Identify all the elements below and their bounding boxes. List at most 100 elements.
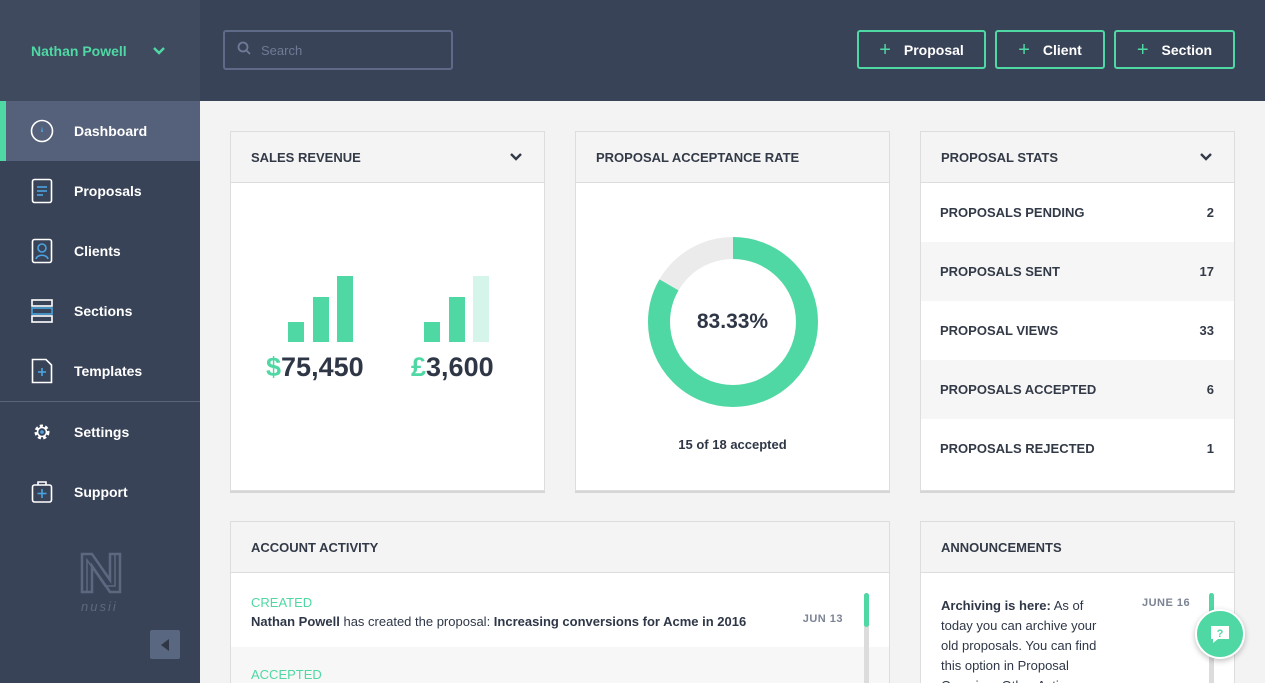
plus-icon: + — [1018, 38, 1030, 61]
chat-question-icon: ? — [1211, 626, 1229, 643]
card-header: PROPOSAL ACCEPTANCE RATE — [576, 132, 889, 183]
svg-text:?: ? — [1217, 628, 1224, 640]
stat-label: PROPOSALS PENDING — [940, 205, 1085, 220]
card-header: ACCOUNT ACTIVITY — [231, 522, 889, 573]
plus-icon: + — [1136, 38, 1149, 61]
card-header: PROPOSAL STATS — [921, 132, 1234, 183]
stat-label: PROPOSALS SENT — [940, 264, 1060, 279]
usd-revenue: $75,450 — [266, 352, 364, 383]
stat-label: PROPOSALS REJECTED — [940, 441, 1095, 456]
stat-value: 1 — [1206, 441, 1214, 456]
template-icon — [30, 358, 54, 384]
stat-row-accepted: PROPOSALS ACCEPTED 6 — [921, 360, 1234, 419]
activity-entry[interactable]: ACCEPTED — [231, 647, 889, 683]
stat-label: PROPOSAL VIEWS — [940, 323, 1059, 338]
collapse-sidebar-button[interactable] — [150, 630, 180, 659]
stat-row-sent: PROPOSALS SENT 17 — [921, 242, 1234, 301]
card-header: ANNOUNCEMENTS — [921, 522, 1234, 573]
dashboard-icon — [30, 118, 54, 144]
chevron-down-icon[interactable] — [508, 149, 524, 165]
stat-value: 6 — [1206, 382, 1214, 397]
add-section-button[interactable]: + Section — [1114, 30, 1235, 69]
card-header: SALES REVENUE — [231, 132, 544, 183]
announcement-text: Archiving is here: As of today you can a… — [941, 596, 1116, 683]
sidebar-item-label: Settings — [74, 424, 130, 440]
currency-symbol: £ — [411, 352, 427, 382]
activity-action: has created the proposal: — [339, 614, 494, 629]
gbp-bars-icon — [424, 276, 490, 347]
acceptance-count: 15 of 18 accepted — [678, 437, 787, 452]
card-title: ANNOUNCEMENTS — [941, 539, 1062, 555]
card-title: PROPOSAL STATS — [941, 149, 1059, 165]
search-box[interactable] — [223, 30, 453, 70]
stat-value: 33 — [1199, 323, 1214, 338]
sidebar-item-label: Sections — [74, 303, 133, 319]
sidebar-item-sections[interactable]: Sections — [0, 281, 200, 341]
announcements-card: ANNOUNCEMENTS Archiving is here: As of t… — [920, 521, 1235, 683]
acceptance-rate-value: 83.33% — [696, 310, 769, 333]
stat-row-pending: PROPOSALS PENDING 2 — [921, 183, 1234, 242]
chevron-down-icon — [151, 43, 167, 59]
search-icon — [237, 41, 251, 60]
add-client-label: Client — [1042, 41, 1082, 58]
card-title: SALES REVENUE — [251, 149, 361, 165]
add-client-button[interactable]: + Client — [995, 30, 1105, 69]
chevron-down-icon[interactable] — [1198, 149, 1214, 165]
stat-label: PROPOSALS ACCEPTED — [940, 382, 1097, 397]
announcement-body: As of today you can archive your old pro… — [941, 598, 1097, 683]
plus-icon: + — [879, 38, 891, 61]
add-proposal-button[interactable]: + Proposal — [857, 30, 986, 69]
sidebar-item-label: Proposals — [74, 183, 142, 199]
gear-icon — [30, 419, 54, 445]
logo-text: nusii — [81, 599, 118, 614]
sidebar-item-label: Clients — [74, 243, 121, 259]
stat-row-views: PROPOSAL VIEWS 33 — [921, 301, 1234, 360]
user-name: Nathan Powell — [31, 42, 127, 59]
client-icon — [30, 238, 54, 264]
sidebar-item-label: Templates — [74, 363, 143, 379]
caret-left-icon — [161, 638, 169, 651]
sidebar-item-dashboard[interactable]: Dashboard — [0, 101, 200, 161]
acceptance-donut-chart — [648, 237, 818, 407]
account-activity-card: ACCOUNT ACTIVITY CREATED Nathan Powell h… — [230, 521, 890, 683]
stat-row-rejected: PROPOSALS REJECTED 1 — [921, 419, 1234, 478]
sidebar-item-clients[interactable]: Clients — [0, 221, 200, 281]
activity-type: ACCEPTED — [251, 667, 322, 682]
nav-divider — [0, 401, 200, 402]
scrollbar-track[interactable] — [864, 593, 869, 683]
search-input[interactable] — [261, 42, 441, 58]
usd-bars-icon — [288, 276, 354, 347]
sidebar-item-label: Dashboard — [74, 123, 148, 139]
revenue-amount: 3,600 — [426, 352, 494, 382]
nusii-logo — [78, 550, 124, 614]
proposal-stats-card: PROPOSAL STATS PROPOSALS PENDING 2 PROPO… — [920, 131, 1235, 491]
add-proposal-label: Proposal — [903, 41, 964, 58]
sidebar-item-support[interactable]: Support — [0, 462, 200, 522]
activity-text: Nathan Powell has created the proposal: … — [251, 614, 869, 629]
stat-value: 2 — [1206, 205, 1214, 220]
activity-actor: Nathan Powell — [251, 614, 340, 629]
support-icon — [30, 479, 54, 505]
sidebar-item-proposals[interactable]: Proposals — [0, 161, 200, 221]
currency-symbol: $ — [266, 352, 282, 382]
sidebar-item-templates[interactable]: Templates — [0, 341, 200, 401]
activity-type: CREATED — [251, 595, 313, 610]
announcement-date: JUNE 16 — [1142, 597, 1191, 609]
sidebar-nav: Dashboard Proposals Clients Sections Tem… — [0, 101, 200, 522]
sections-icon — [30, 298, 54, 324]
revenue-amount: 75,450 — [281, 352, 364, 382]
user-menu[interactable]: Nathan Powell — [0, 0, 200, 101]
activity-target[interactable]: Increasing conversions for Acme in 2016 — [493, 614, 747, 629]
add-section-label: Section — [1161, 41, 1213, 58]
scrollbar-thumb[interactable] — [864, 593, 869, 627]
help-chat-button[interactable]: ? — [1195, 609, 1245, 659]
card-title: PROPOSAL ACCEPTANCE RATE — [596, 149, 800, 165]
activity-entry[interactable]: CREATED Nathan Powell has created the pr… — [231, 573, 889, 647]
announcement-heading: Archiving is here: — [941, 598, 1051, 613]
acceptance-rate-card: PROPOSAL ACCEPTANCE RATE 83.33% 15 of 18… — [575, 131, 890, 491]
document-icon — [30, 178, 54, 204]
stat-value: 17 — [1199, 264, 1214, 279]
sales-revenue-card: SALES REVENUE $75,450 £3,600 — [230, 131, 545, 491]
sidebar-item-settings[interactable]: Settings — [0, 402, 200, 462]
card-title: ACCOUNT ACTIVITY — [251, 539, 379, 555]
